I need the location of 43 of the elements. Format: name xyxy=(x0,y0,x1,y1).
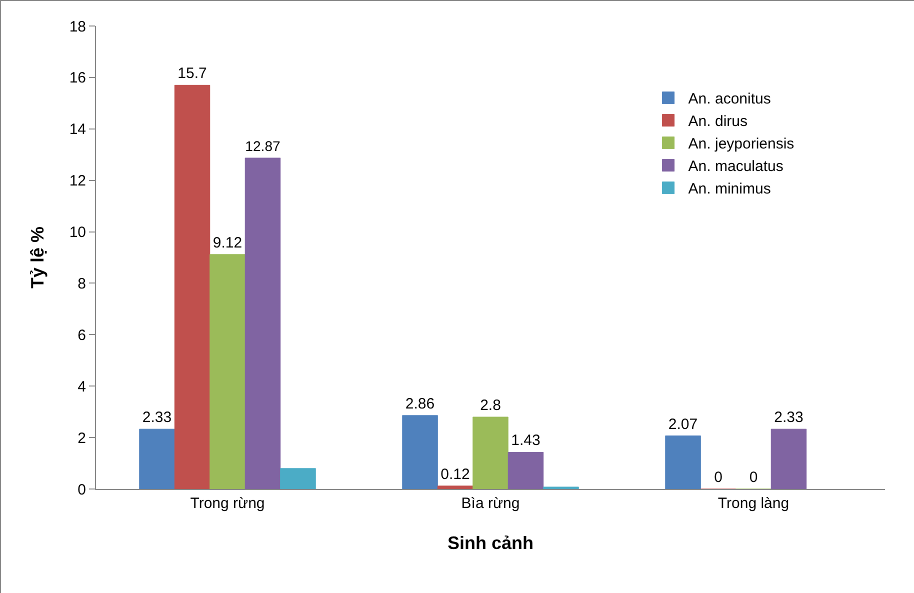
x-tick-label: Trong rừng xyxy=(190,495,265,512)
bar xyxy=(139,428,175,489)
y-tick-label: 2 xyxy=(78,430,86,447)
data-label: 9.12 xyxy=(212,234,242,252)
bar xyxy=(174,84,210,489)
bar xyxy=(665,436,701,489)
data-label: 2.8 xyxy=(480,396,501,414)
y-tick-label: 16 xyxy=(69,70,86,87)
data-label: 0.12 xyxy=(440,466,470,483)
y-tick-label: 12 xyxy=(69,172,86,190)
data-label: 0 xyxy=(714,469,722,486)
data-label: 0 xyxy=(749,469,758,486)
y-tick-label: 6 xyxy=(78,326,86,344)
data-label: 1.43 xyxy=(511,432,540,450)
bar xyxy=(770,428,807,489)
data-label: 12.87 xyxy=(245,138,281,154)
data-label: 15.7 xyxy=(178,65,207,82)
bar xyxy=(472,416,508,489)
y-tick-label: 14 xyxy=(69,121,86,138)
y-tick-label: 0 xyxy=(78,481,86,498)
bar xyxy=(508,452,544,489)
legend-label: An. aconitus xyxy=(688,90,771,108)
legend-label: An. dirus xyxy=(688,113,748,130)
bar xyxy=(244,158,281,489)
y-tick-label: 4 xyxy=(78,378,86,396)
x-tick-label: Trong làng xyxy=(718,495,790,512)
y-tick-label: 18 xyxy=(69,18,86,36)
y-tick-label: 10 xyxy=(69,224,86,242)
data-label: 2.86 xyxy=(405,395,435,412)
y-tick-label: 8 xyxy=(78,275,86,292)
bar xyxy=(210,254,246,489)
legend-label: An. minimus xyxy=(688,180,771,198)
y-axis-title: Tỷ lệ % xyxy=(28,226,48,289)
data-label: 2.33 xyxy=(774,409,804,426)
bar xyxy=(280,468,316,489)
bar xyxy=(402,415,438,489)
legend-label: An. maculatus xyxy=(688,158,784,176)
data-label: 2.33 xyxy=(142,409,172,426)
bar xyxy=(437,486,474,489)
data-label: 2.07 xyxy=(668,416,698,433)
x-tick-label: Bìa rừng xyxy=(461,495,520,512)
x-axis-title: Sinh cảnh xyxy=(447,533,534,554)
legend-label: An. jeyporiensis xyxy=(688,136,794,153)
